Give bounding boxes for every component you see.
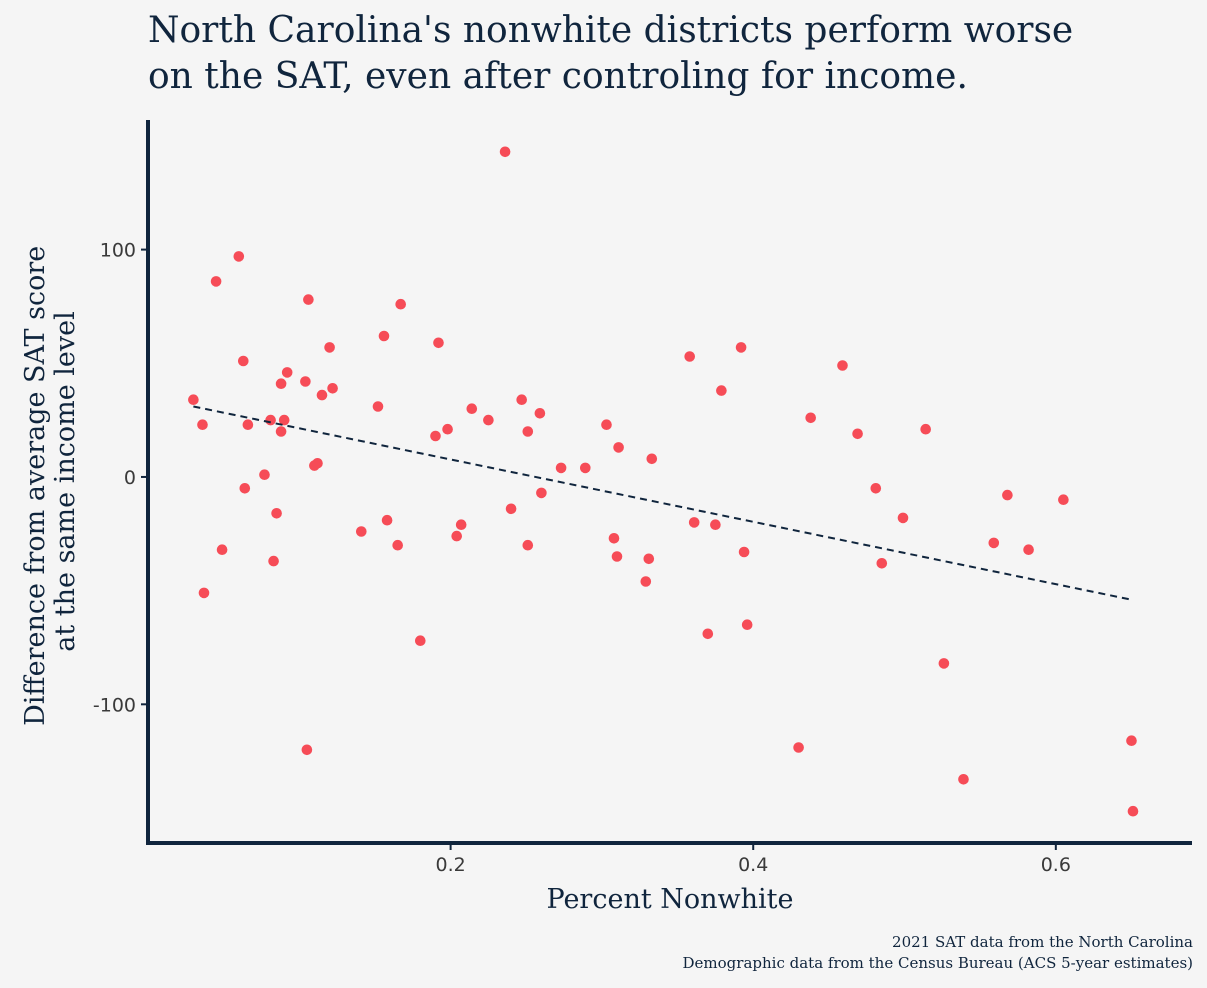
chart-title-line-2: on the SAT, even after controling for in… (148, 56, 968, 97)
data-point (613, 442, 624, 453)
data-point (580, 462, 591, 474)
data-point (303, 294, 314, 305)
data-point (741, 619, 753, 630)
data-point (505, 503, 517, 515)
x-axis-ticks: 0.2 0.4 0.6 (435, 843, 1071, 876)
data-point (455, 519, 467, 530)
data-point (938, 658, 950, 669)
x-tick-label: 0.4 (738, 854, 768, 876)
data-point (522, 426, 534, 437)
data-point (1002, 489, 1013, 501)
data-point (356, 526, 367, 537)
y-axis-title: Difference from average SAT score at the… (20, 237, 81, 726)
data-point (608, 533, 620, 544)
data-point (442, 423, 453, 435)
data-point (805, 412, 816, 424)
data-point (1023, 544, 1034, 555)
data-point (312, 458, 323, 469)
data-point (735, 342, 747, 353)
data-point (793, 742, 804, 753)
data-point (483, 414, 494, 426)
data-point (897, 512, 909, 524)
source-caption: 2021 SAT data from the North Carolina De… (683, 932, 1193, 974)
data-point (466, 403, 478, 415)
x-axis-title: Percent Nonwhite (547, 884, 794, 915)
data-point (837, 360, 848, 371)
data-point (210, 276, 222, 287)
data-point (265, 414, 276, 426)
data-point (197, 419, 208, 431)
data-point (271, 508, 282, 519)
data-point (395, 298, 407, 310)
chart-title-line-1: North Carolina's nonwhite districts perf… (148, 10, 1074, 51)
data-point (392, 539, 404, 551)
data-point (242, 419, 254, 431)
y-axis-title-line-1: Difference from average SAT score (20, 246, 51, 726)
scatter-chart: 0.2 0.4 0.6 100 0 -100 Percent Nonwhite Diff… (20, 120, 1192, 915)
data-point (433, 337, 444, 349)
data-point (324, 342, 335, 353)
data-point (327, 383, 338, 394)
data-point (716, 385, 727, 396)
data-point (640, 576, 652, 587)
y-axis-title-line-2: at the same income level (50, 311, 81, 652)
data-point (601, 419, 612, 431)
data-point (499, 146, 511, 158)
data-point (259, 469, 270, 481)
points-layer (188, 146, 1139, 817)
data-point (415, 635, 426, 646)
y-tick-label: -100 (93, 694, 136, 716)
data-point (301, 744, 313, 756)
data-point (611, 551, 623, 562)
data-point (1126, 735, 1137, 746)
data-point (738, 546, 750, 558)
data-point (1058, 494, 1069, 506)
data-point (643, 553, 655, 565)
data-point (646, 453, 658, 465)
y-tick-label: 100 (100, 240, 136, 262)
y-axis-ticks: 100 0 -100 (93, 240, 148, 716)
data-point (278, 414, 290, 426)
data-point (188, 394, 199, 406)
data-point (534, 408, 546, 419)
data-point (1127, 805, 1139, 817)
data-point (198, 587, 210, 599)
data-point (516, 394, 527, 406)
data-point (522, 539, 534, 551)
y-tick-label: 0 (124, 467, 136, 489)
data-point (275, 426, 287, 437)
data-point (316, 389, 328, 401)
data-point (233, 251, 245, 262)
trend-line (193, 405, 1132, 601)
data-point (372, 401, 384, 412)
data-point (702, 628, 714, 640)
data-point (555, 462, 567, 474)
data-point (536, 487, 547, 499)
data-point (300, 376, 311, 387)
data-point (275, 378, 287, 390)
data-point (710, 519, 721, 530)
x-tick-label: 0.6 (1041, 854, 1071, 876)
data-point (239, 483, 251, 494)
data-point (852, 428, 863, 440)
data-point (876, 558, 888, 569)
data-point (281, 367, 293, 378)
data-point (688, 517, 700, 528)
caption-line-1: 2021 SAT data from the North Carolina (892, 933, 1193, 951)
data-point (216, 544, 228, 555)
data-point (958, 774, 969, 785)
data-point (870, 483, 882, 494)
data-point (684, 351, 695, 362)
data-point (988, 537, 1000, 549)
x-tick-label: 0.2 (435, 854, 465, 876)
data-point (238, 355, 249, 367)
data-point (451, 530, 463, 542)
data-point (268, 555, 279, 567)
data-point (378, 330, 390, 342)
data-point (381, 514, 393, 526)
data-point (430, 430, 441, 442)
chart-title: North Carolina's nonwhite districts perf… (148, 8, 1203, 100)
data-point (920, 423, 931, 435)
caption-line-2: Demographic data from the Census Bureau … (682, 954, 1193, 972)
